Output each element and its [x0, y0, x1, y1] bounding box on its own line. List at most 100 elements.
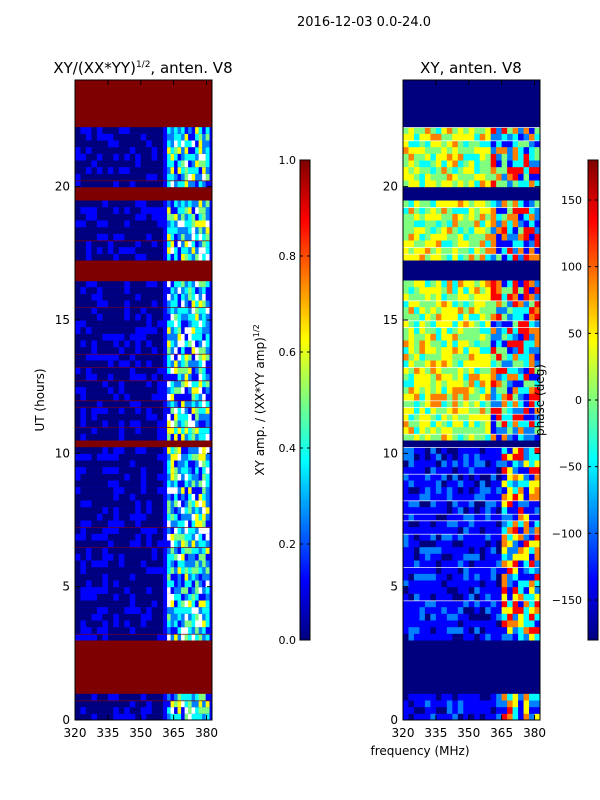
amp-cell [167, 593, 171, 601]
amp-cell [202, 466, 207, 474]
amp-cell [75, 426, 81, 434]
phase-cell [474, 166, 481, 174]
amp-cell [80, 406, 87, 414]
amp-cell [177, 460, 182, 468]
amp-cell [170, 426, 175, 434]
amp-cell [146, 320, 153, 328]
phase-gap-line [403, 366, 540, 368]
amp-cell [191, 346, 196, 354]
phase-cell [424, 246, 431, 254]
amp-cell [174, 293, 178, 301]
phase-cell [479, 353, 486, 361]
phase-cell [523, 126, 530, 134]
amp-cell [191, 246, 196, 254]
phase-cell [419, 526, 426, 534]
amp-cell [146, 473, 153, 481]
phase-cell [408, 486, 415, 494]
amp-cell [146, 173, 153, 181]
amp-cell [167, 400, 171, 408]
phase-cell [468, 500, 475, 508]
amp-cell [85, 706, 92, 714]
phase-cell [490, 500, 497, 508]
amp-cell [113, 406, 120, 414]
amp-cell [195, 700, 200, 708]
amp-cell [140, 520, 147, 528]
amp-cell [75, 480, 81, 488]
phase-cell [408, 366, 415, 374]
phase-cell [479, 220, 486, 228]
amp-cell [146, 160, 153, 168]
amp-cell [118, 146, 125, 154]
phase-cell [452, 553, 459, 561]
amp-cell [129, 386, 136, 394]
phase-cell [408, 506, 415, 514]
amp-cell [202, 553, 207, 561]
phase-cell [474, 553, 481, 561]
phase-cell [512, 133, 519, 141]
amp-cell [188, 380, 193, 388]
phase-cell [501, 693, 508, 701]
phase-cell [457, 373, 464, 381]
amp-cell [191, 700, 196, 708]
amp-cell [118, 373, 125, 381]
phase-cell [441, 360, 448, 368]
phase-cell [468, 693, 475, 701]
phase-cell [452, 220, 459, 228]
phase-cell [435, 560, 442, 568]
amp-cell [80, 386, 87, 394]
amp-cell [174, 233, 178, 241]
amp-cell [102, 140, 109, 148]
phase-gap-line [403, 326, 540, 328]
phase-cell [468, 353, 475, 361]
amp-cell [198, 386, 203, 394]
amp-cell [198, 253, 203, 261]
phase-cell [490, 360, 497, 368]
phase-cell [518, 326, 524, 334]
phase-cell [490, 253, 497, 261]
phase-cell [529, 446, 535, 454]
phase-cell [452, 566, 459, 574]
amp-cell [198, 380, 203, 388]
amp-cell [191, 713, 196, 720]
phase-cell [518, 366, 524, 374]
amp-cell [188, 233, 193, 241]
flagged-row [75, 186, 212, 194]
amp-cell [181, 233, 185, 241]
phase-cell [534, 246, 540, 254]
amp-cell [118, 413, 125, 421]
phase-cell [441, 586, 448, 594]
phase-cell [419, 160, 426, 168]
amp-cell [191, 546, 196, 554]
phase-cell [452, 400, 459, 408]
phase-cell [496, 573, 503, 581]
amp-cell [188, 460, 193, 468]
phase-cell [474, 326, 481, 334]
phase-cell [441, 320, 448, 328]
amp-cell [75, 286, 81, 294]
amp-cell [85, 460, 92, 468]
amp-cell [75, 306, 81, 314]
phase-cell [446, 600, 453, 608]
phase-cell [419, 173, 426, 181]
amp-cell [135, 206, 142, 214]
phase-cell [534, 166, 540, 174]
amp-cell [80, 380, 87, 388]
amp-cell [205, 420, 210, 428]
xtick-label: 335 [424, 726, 447, 740]
amp-cell [198, 473, 203, 481]
phase-cell [507, 146, 513, 154]
amp-cell [96, 380, 103, 388]
phase-cell [468, 206, 475, 214]
amp-cell [181, 526, 185, 534]
amp-cell [146, 626, 153, 634]
amp-cell [135, 213, 142, 221]
amp-cell [177, 553, 182, 561]
amp-rfi-line [75, 240, 212, 242]
amp-cell [75, 326, 81, 334]
phase-cell [534, 693, 540, 701]
amp-cell [167, 633, 171, 641]
phase-cell [403, 506, 409, 514]
phase-cell [507, 366, 513, 374]
amp-cell [151, 560, 158, 568]
amp-cell [170, 280, 175, 288]
